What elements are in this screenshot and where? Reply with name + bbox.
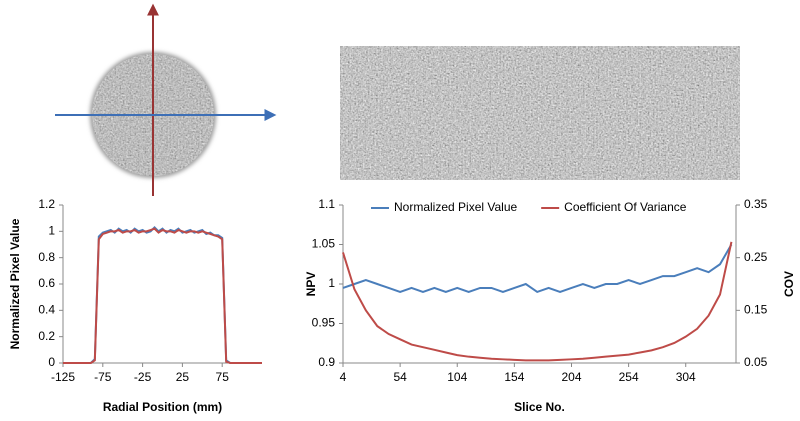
slice-image [340, 46, 740, 180]
y2-tick-label: 0.25 [744, 250, 768, 264]
y-tick-label: 1.2 [38, 197, 55, 211]
y-tick-label: 0.4 [38, 303, 55, 317]
series-line [342, 243, 733, 294]
y2-tick-label: 0.35 [744, 197, 768, 211]
y-tick-label: 0.2 [38, 329, 55, 343]
y-tick-label: 1.1 [318, 197, 335, 211]
y-tick-label: 0.9 [318, 355, 335, 369]
y-tick-label: 0 [48, 355, 55, 369]
x-tick-label: 104 [447, 370, 467, 384]
series-line [342, 241, 733, 362]
y-tick-label: 1 [48, 224, 55, 238]
x-tick-label: 304 [676, 370, 696, 384]
legend-label: Coefficient Of Variance [564, 200, 687, 214]
y-tick-label: 0.6 [38, 276, 55, 290]
y-tick-label: 0.8 [38, 250, 55, 264]
y-tick-label: 1 [328, 276, 335, 290]
x-tick-label: 254 [619, 370, 639, 384]
x-tick-label: 25 [176, 370, 190, 384]
y-axis-title: Normalized Pixel Value [8, 218, 22, 349]
x-tick-label: -75 [94, 370, 112, 384]
x-tick-label: -25 [134, 370, 152, 384]
series-line [63, 225, 262, 364]
y2-axis-title: COV [782, 271, 796, 297]
charts: 0 0.2 0.4 0.6 0.8 1 1.2 -125 -75 -25 25 75 Radial Po… [8, 197, 796, 414]
y-tick-label: 0.95 [312, 316, 336, 330]
phantom-image [55, 3, 277, 196]
x-tick-label: 4 [340, 370, 347, 384]
x-tick-label: 75 [216, 370, 230, 384]
x-tick-label: 54 [393, 370, 407, 384]
y-tick-label: 1.05 [312, 237, 336, 251]
series-line [63, 227, 262, 364]
y2-tick-label: 0.15 [744, 303, 768, 317]
x-tick-label: -125 [51, 370, 75, 384]
x-tick-label: 154 [504, 370, 524, 384]
x-tick-label: 204 [561, 370, 581, 384]
x-axis-title: Radial Position (mm) [103, 400, 222, 414]
legend-label: Normalized Pixel Value [394, 200, 517, 214]
y-axis-title: NPV [304, 272, 318, 297]
x-axis-title: Slice No. [514, 400, 565, 414]
y2-tick-label: 0.05 [744, 355, 768, 369]
